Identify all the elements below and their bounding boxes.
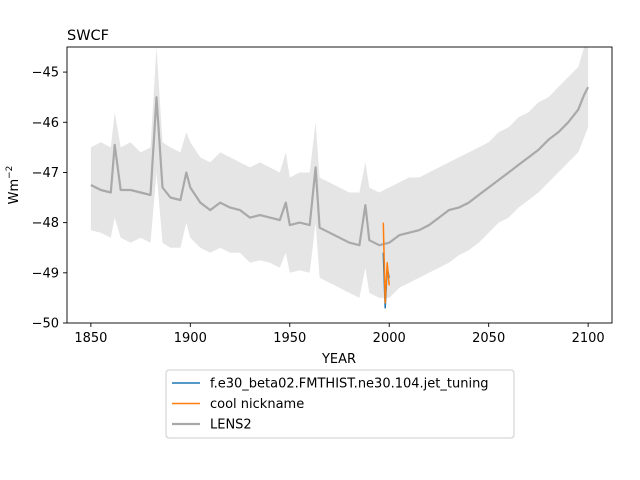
y-tick-label: −45 xyxy=(32,66,59,81)
y-tick-label: −46 xyxy=(32,116,59,131)
legend-frame xyxy=(165,369,515,439)
lens2-range-band xyxy=(90,47,589,298)
series-line-cool-nickname xyxy=(382,222,390,304)
legend-entry-cool-nickname-label: cool nickname xyxy=(210,397,304,412)
x-tick-label: 2000 xyxy=(373,331,406,346)
y-tick-label: −49 xyxy=(32,266,59,281)
x-tick-label: 1950 xyxy=(273,331,306,346)
y-axis-label: Wm−2 xyxy=(5,166,22,205)
y-tick-label: −48 xyxy=(32,216,59,231)
y-tick-label: −50 xyxy=(32,317,59,332)
chart-title: SWCF xyxy=(67,28,109,44)
plot-frame xyxy=(66,46,613,324)
y-tick-label: −47 xyxy=(32,166,59,181)
y-axis-label-exponent: −2 xyxy=(5,166,15,179)
x-tick-label: 2050 xyxy=(472,331,505,346)
legend: f.e30_beta02.FMTHIST.ne30.104.jet_tuning… xyxy=(165,369,515,439)
y-axis-label-base: Wm xyxy=(7,179,22,205)
series-line-lens2 xyxy=(90,86,590,247)
x-tick-label: 1850 xyxy=(74,331,107,346)
legend-entry-lens2-label: LENS2 xyxy=(210,418,252,433)
x-axis-label: YEAR xyxy=(321,352,356,367)
x-tick-label: 2100 xyxy=(572,331,605,346)
legend-entry-jet-tuning-label: f.e30_beta02.FMTHIST.ne30.104.jet_tuning xyxy=(210,377,489,392)
x-tick-label: 1900 xyxy=(174,331,207,346)
